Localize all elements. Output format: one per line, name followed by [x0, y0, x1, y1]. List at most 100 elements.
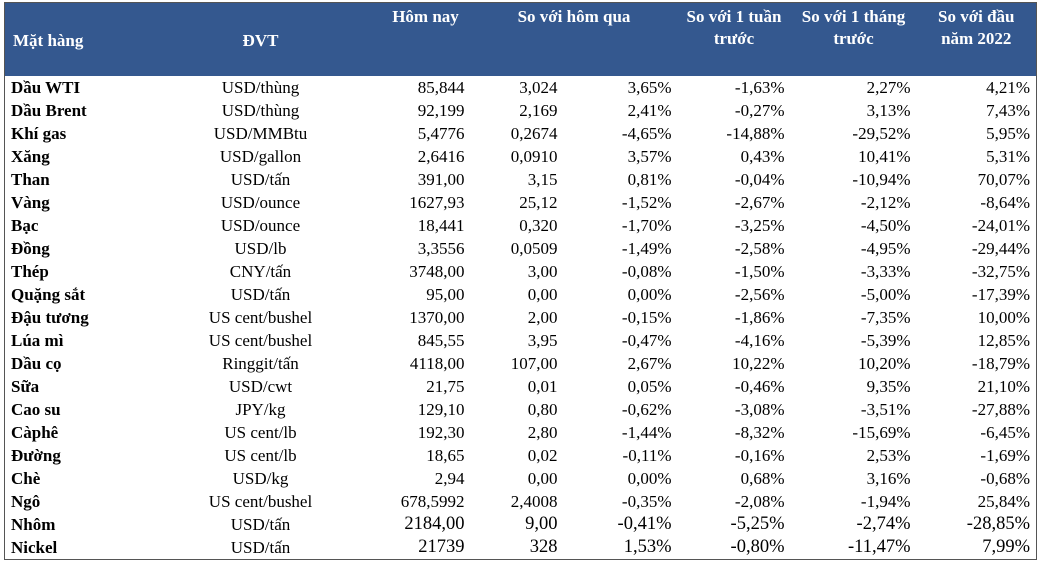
value-cell: 0,320: [519, 216, 558, 235]
commodity-name: Cao su: [11, 400, 61, 419]
commodity-name: Khí gas: [11, 124, 67, 143]
commodity-table: Mặt hàng ĐVT Hôm nay So với hôm qua So với 1…: [4, 2, 1037, 560]
value-cell: 0,02: [527, 446, 558, 465]
value-cell: 21,75: [426, 377, 465, 396]
value-cell: 25,84%: [977, 492, 1030, 511]
value-cell: 2,6416: [417, 147, 465, 166]
table-row: Khí gas USD/MMBtu 5,4776 0,2674 -4,65% -14,88…: [5, 122, 1037, 145]
commodity-name: Xăng: [11, 147, 50, 166]
unit-cell: USD/tấn: [230, 285, 291, 304]
table-row: Ngô US cent/bushel 678,5992 2,4008 -0,35% -2,…: [5, 490, 1037, 513]
value-cell: 192,30: [417, 423, 465, 442]
value-cell: 0,81%: [627, 170, 672, 189]
value-cell: -4,65%: [621, 124, 672, 143]
value-cell: -5,39%: [860, 331, 911, 350]
header-cell: So với hôm qua: [470, 2, 678, 76]
value-cell: -0,46%: [734, 377, 785, 396]
value-cell: 5,95%: [986, 124, 1030, 143]
commodity-name: Dầu WTI: [11, 78, 81, 97]
commodity-name: Thép: [11, 262, 49, 281]
value-cell: -5,00%: [860, 285, 911, 304]
unit-cell: USD/thùng: [221, 78, 300, 97]
value-cell: -4,50%: [860, 216, 911, 235]
value-cell: -1,70%: [621, 216, 672, 235]
value-cell: 12,85%: [977, 331, 1030, 350]
unit-cell: USD/MMBtu: [213, 124, 308, 143]
value-cell: -3,33%: [860, 262, 911, 281]
value-cell: 3,13%: [866, 101, 911, 120]
table-body: Dầu WTI USD/thùng 85,844 3,024 3,65% -1,63% 2,…: [5, 76, 1037, 560]
value-cell: 3,16%: [866, 469, 911, 488]
value-cell: 7,99%: [982, 537, 1030, 557]
unit-cell: CNY/tấn: [229, 262, 292, 281]
value-cell: 2,67%: [627, 354, 672, 373]
value-cell: 0,05%: [627, 377, 672, 396]
value-cell: -0,15%: [621, 308, 672, 327]
value-cell: 4118,00: [409, 354, 465, 373]
value-cell: -29,52%: [852, 124, 911, 143]
table-row: Đậu tương US cent/bushel 1370,00 2,00 -0,15%…: [5, 306, 1037, 329]
table-row: Bạc USD/ounce 18,441 0,320 -1,70% -3,25% -4,50…: [5, 214, 1037, 237]
value-cell: 7,43%: [986, 101, 1030, 120]
value-cell: -2,67%: [734, 193, 785, 212]
value-cell: 3,15: [527, 170, 558, 189]
value-cell: -8,64%: [980, 193, 1030, 212]
table-row: Nhôm USD/tấn 2184,00 9,00 -0,41% -5,25% -2,74%…: [5, 513, 1037, 536]
value-cell: 85,844: [417, 78, 465, 97]
value-cell: 0,00: [527, 285, 558, 304]
unit-cell: US cent/bushel: [208, 308, 313, 327]
unit-cell: USD/tấn: [230, 170, 291, 189]
commodity-name: Quặng sắt: [11, 285, 86, 304]
value-cell: -0,80%: [730, 537, 785, 557]
unit-cell: USD/kg: [232, 469, 289, 488]
value-cell: 0,68%: [740, 469, 785, 488]
value-cell: 129,10: [417, 400, 465, 419]
value-cell: 92,199: [417, 101, 465, 120]
commodity-name: Đường: [11, 446, 61, 465]
value-cell: -28,85%: [966, 514, 1030, 534]
value-cell: -27,88%: [971, 400, 1030, 419]
value-cell: 2184,00: [404, 514, 465, 534]
value-cell: -0,62%: [621, 400, 672, 419]
unit-cell: US cent/bushel: [208, 331, 313, 350]
value-cell: 5,4776: [417, 124, 465, 143]
value-cell: -0,08%: [621, 262, 672, 281]
value-cell: -1,69%: [980, 446, 1030, 465]
value-cell: -2,56%: [734, 285, 785, 304]
table-header: Mặt hàng ĐVT Hôm nay So với hôm qua So với 1…: [4, 2, 1037, 76]
value-cell: 9,35%: [866, 377, 911, 396]
value-cell: 3,95: [527, 331, 558, 350]
value-cell: 95,00: [426, 285, 465, 304]
value-cell: 9,00: [525, 514, 558, 534]
value-cell: -0,47%: [621, 331, 672, 350]
value-cell: -5,25%: [730, 514, 785, 534]
unit-cell: US cent/lb: [224, 446, 297, 465]
value-cell: -2,08%: [734, 492, 785, 511]
header-cell: So với 1 tuần trước: [677, 2, 791, 76]
table-row: Lúa mì US cent/bushel 845,55 3,95 -0,47% -4,1…: [5, 329, 1037, 352]
value-cell: -2,12%: [860, 193, 911, 212]
header-cell: Hôm nay: [380, 2, 471, 76]
table-row: Than USD/tấn 391,00 3,15 0,81% -0,04% -10,94% 7…: [5, 168, 1037, 191]
unit-cell: Ringgit/tấn: [222, 354, 299, 373]
unit-cell: USD/ounce: [220, 193, 301, 212]
value-cell: 10,22%: [732, 354, 785, 373]
value-cell: -17,39%: [971, 285, 1030, 304]
value-cell: -0,04%: [734, 170, 785, 189]
value-cell: 3,3556: [417, 239, 465, 258]
table-row: Quặng sắt USD/tấn 95,00 0,00 0,00% -2,56% -5,0…: [5, 283, 1037, 306]
value-cell: -2,74%: [856, 514, 911, 534]
commodity-name: Nickel: [11, 538, 58, 557]
value-cell: 3748,00: [409, 262, 465, 281]
table-row: Dầu Brent USD/thùng 92,199 2,169 2,41% -0,27%…: [5, 99, 1037, 122]
value-cell: -11,47%: [847, 537, 911, 557]
value-cell: 3,024: [519, 78, 558, 97]
value-cell: 2,94: [434, 469, 465, 488]
unit-cell: USD/thùng: [221, 101, 300, 120]
value-cell: -1,63%: [734, 78, 785, 97]
value-cell: 3,00: [527, 262, 558, 281]
unit-cell: US cent/lb: [224, 423, 297, 442]
value-cell: -0,35%: [621, 492, 672, 511]
value-cell: -24,01%: [971, 216, 1030, 235]
value-cell: -14,88%: [726, 124, 785, 143]
